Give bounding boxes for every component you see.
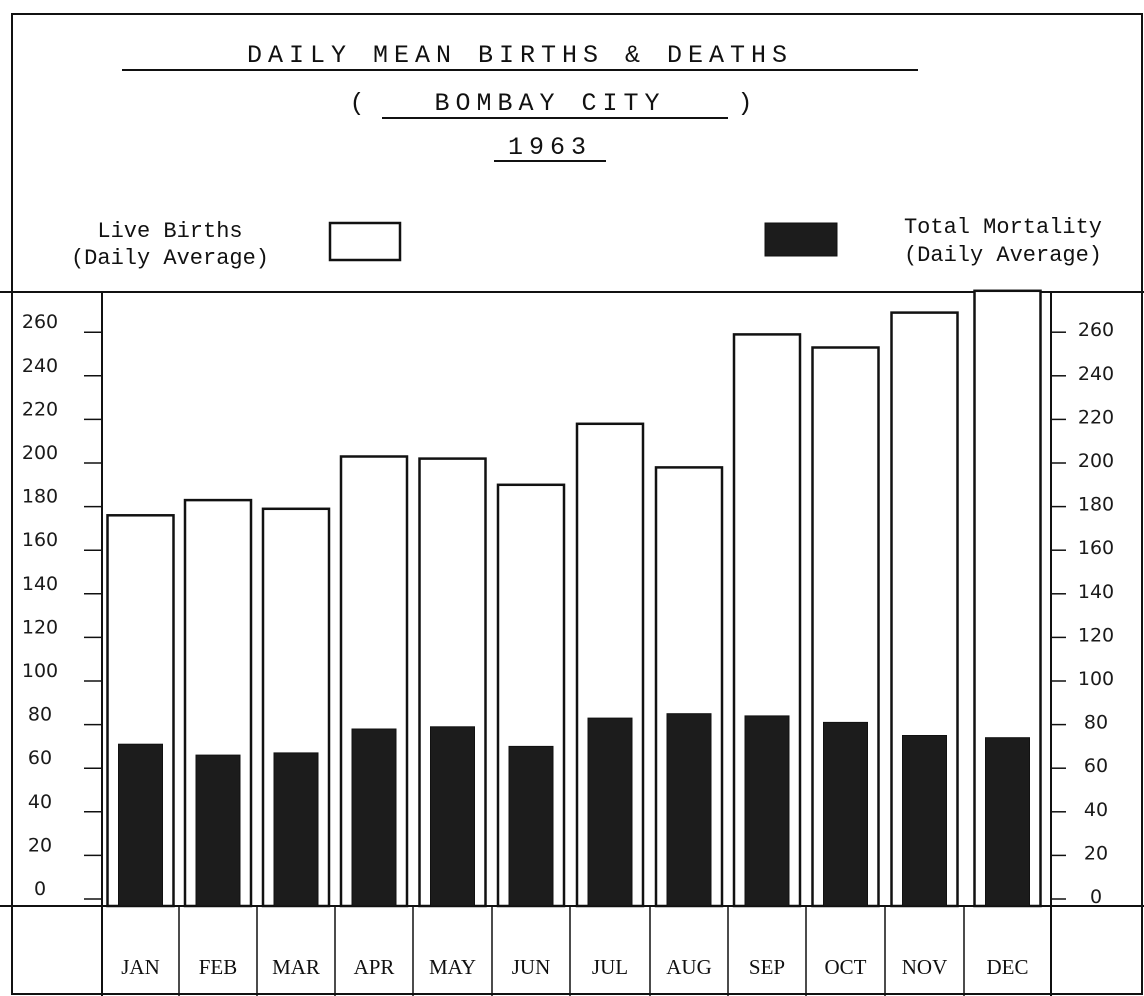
y-tick-label-right: 220: [1078, 406, 1114, 428]
y-axis-right: 0 20 40 60 80 100 120 140 160 180 200 220 240 260: [1051, 319, 1114, 908]
deaths-bar-may: [430, 726, 475, 907]
deaths-bar-aug: [666, 713, 712, 907]
chart-subtitle: BOMBAY CITY: [434, 89, 665, 118]
deaths-bar-sep: [744, 715, 790, 907]
y-tick-label-left: 160: [22, 529, 58, 551]
y-tick-label-right: 240: [1078, 363, 1114, 385]
y-tick-label-left: 40: [28, 791, 52, 813]
legend-deaths-swatch: [764, 222, 838, 257]
chart-title: DAILY MEAN BIRTHS & DEATHS: [247, 41, 793, 70]
chart-year: 1963: [508, 133, 592, 162]
month-label-jul: JUL: [592, 955, 628, 979]
month-label-apr: APR: [354, 955, 395, 979]
y-tick-label-right: 0: [1090, 886, 1102, 908]
y-tick-label-left: 200: [22, 442, 58, 464]
outer-frame: [11, 13, 1143, 995]
deaths-bar-dec: [985, 737, 1030, 907]
y-tick-label-right: 80: [1084, 712, 1108, 734]
subtitle-open-paren: (: [349, 89, 370, 118]
y-tick-label-left: 120: [22, 616, 58, 638]
y-tick-label-left: 100: [22, 660, 58, 682]
month-label-aug: AUG: [666, 955, 712, 979]
legend-births-label-line2: (Daily Average): [71, 246, 269, 271]
month-label-may: MAY: [429, 955, 476, 979]
y-tick-label-right: 140: [1078, 581, 1114, 603]
y-tick-label-right: 40: [1084, 799, 1108, 821]
legend-births-label-line1: Live Births: [97, 219, 242, 244]
deaths-bar-oct: [823, 721, 868, 907]
y-tick-label-left: 220: [22, 398, 58, 420]
y-tick-label-right: 180: [1078, 494, 1114, 516]
deaths-bar-nov: [902, 735, 947, 907]
y-tick-label-left: 60: [28, 747, 52, 769]
deaths-bar-apr: [351, 728, 397, 907]
y-tick-label-left: 0: [34, 878, 46, 900]
legend-births-swatch: [328, 221, 402, 262]
deaths-bar-jan: [118, 743, 163, 907]
y-tick-label-right: 100: [1078, 668, 1114, 690]
y-tick-label-right: 260: [1078, 319, 1114, 341]
subtitle-close-paren: ): [737, 89, 758, 118]
y-tick-label-right: 160: [1078, 537, 1114, 559]
y-tick-label-right: 200: [1078, 450, 1114, 472]
y-tick-label-left: 260: [22, 311, 58, 333]
y-tick-label-right: 120: [1078, 624, 1114, 646]
y-tick-label-right: 60: [1084, 755, 1108, 777]
y-tick-label-left: 20: [28, 834, 52, 856]
month-label-sep: SEP: [749, 955, 785, 979]
month-label-feb: FEB: [199, 955, 238, 979]
y-tick-label-left: 140: [22, 573, 58, 595]
legend-deaths-label-line1: Total Mortality: [904, 215, 1102, 240]
month-label-jan: JAN: [121, 955, 160, 979]
deaths-bar-feb: [195, 754, 241, 907]
month-label-dec: DEC: [987, 955, 1029, 979]
deaths-bar-jul: [587, 717, 633, 907]
month-label-jun: JUN: [512, 955, 551, 979]
month-label-nov: NOV: [902, 955, 948, 979]
y-axis-left: 0 20 40 60 80 100 120 140 160 180 200 220 240 260: [22, 311, 102, 900]
month-row: JAN FEB MAR APR MAY JUN JUL AUG SEP OCT NOV DEC: [101, 906, 1052, 996]
y-tick-label-left: 180: [22, 486, 58, 508]
deaths-bar-mar: [273, 752, 319, 907]
y-tick-label-right: 20: [1084, 842, 1108, 864]
y-tick-label-left: 240: [22, 355, 58, 377]
legend-deaths-label-line2: (Daily Average): [904, 243, 1102, 268]
bars-layer: [106, 289, 1042, 908]
deaths-bar-jun: [508, 745, 554, 907]
y-tick-label-left: 80: [28, 704, 52, 726]
month-label-mar: MAR: [272, 955, 320, 979]
month-label-oct: OCT: [825, 955, 867, 979]
